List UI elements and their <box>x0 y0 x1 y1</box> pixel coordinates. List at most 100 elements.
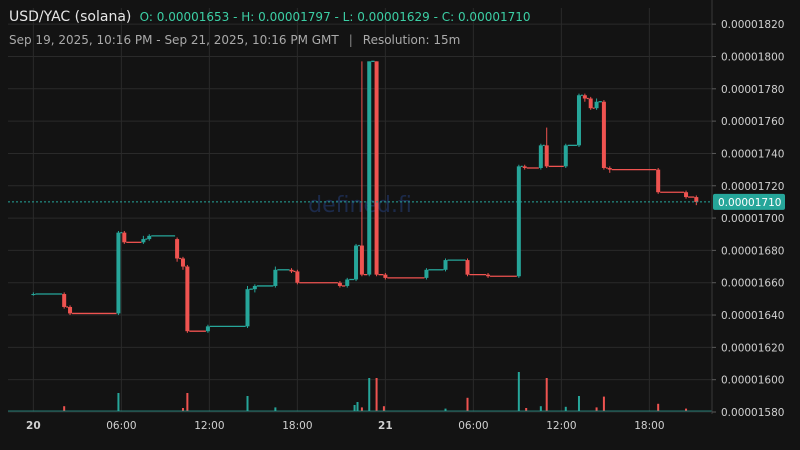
y-tick-label: 0.00001720 <box>721 181 784 193</box>
price-axis[interactable]: 0.00001580 0.00001600 0.00001620 0.00001640… <box>712 19 784 419</box>
x-tick-label: 21 <box>378 420 393 432</box>
volume-bar <box>186 393 189 411</box>
candle-body <box>443 260 448 270</box>
candle-body <box>359 245 364 275</box>
y-tick-label: 0.00001740 <box>721 148 784 160</box>
candle-body <box>147 235 152 240</box>
volume-bar <box>63 406 66 411</box>
candle-body <box>295 271 300 283</box>
high-value: 0.00001797 <box>258 10 331 24</box>
volume-bar <box>444 408 447 411</box>
ohlc-readout: O: 0.00001653 - H: 0.00001797 - L: 0.000… <box>139 10 531 24</box>
watermark: defined.fi <box>308 193 412 218</box>
candle-body <box>252 285 257 290</box>
candle-body <box>576 95 581 146</box>
candle-body <box>175 239 180 259</box>
candle-body <box>185 266 190 332</box>
low-label: L: <box>342 10 354 24</box>
close-label: C: <box>441 10 455 24</box>
volume-bars <box>8 372 712 412</box>
y-tick-label: 0.00001760 <box>721 116 784 128</box>
candle-body <box>684 192 689 198</box>
candle-body <box>273 269 278 286</box>
y-tick-label: 0.00001640 <box>721 310 784 322</box>
candle-body <box>180 258 185 267</box>
y-tick-label: 0.00001660 <box>721 278 784 290</box>
candle-body <box>607 167 612 170</box>
candlestick-series[interactable] <box>31 60 699 333</box>
x-tick-label: 12:00 <box>546 420 576 432</box>
volume-bar <box>595 407 598 411</box>
volume-bar <box>181 408 184 411</box>
candle-body <box>694 197 699 202</box>
candle-body <box>374 61 379 275</box>
candle-body <box>68 306 73 314</box>
x-tick-label: 12:00 <box>194 420 224 432</box>
candle-body <box>345 279 350 286</box>
candle-body <box>245 289 250 327</box>
y-tick-label: 0.00001580 <box>721 407 784 419</box>
candle-body <box>383 274 388 278</box>
close-value: 0.00001710 <box>457 10 531 24</box>
candle-body <box>601 101 606 168</box>
last-price-tag-box <box>713 193 785 210</box>
y-tick-label: 0.00001820 <box>721 19 784 31</box>
volume-bar <box>685 408 688 411</box>
y-tick-label: 0.00001800 <box>721 51 784 63</box>
candle-body <box>594 101 599 109</box>
y-tick-label: 0.00001700 <box>721 213 784 225</box>
last-price-tag-label: 0.00001710 <box>718 197 781 209</box>
candle-body <box>31 294 36 296</box>
candle-body <box>582 95 587 99</box>
y-tick-label: 0.00001780 <box>721 84 784 96</box>
y-tick-label: 0.00001620 <box>721 342 784 354</box>
chart-subtitle: Sep 19, 2025, 10:16 PM - Sep 21, 2025, 1… <box>9 33 460 47</box>
volume-bar <box>375 378 378 411</box>
candle-body <box>538 145 543 168</box>
candle-body <box>116 232 121 314</box>
x-tick-label: 18:00 <box>634 420 664 432</box>
x-tick-label: 18:00 <box>282 420 312 432</box>
subtitle-separator: | <box>348 33 353 47</box>
volume-bar <box>657 403 660 411</box>
volume-bar <box>466 397 469 411</box>
resolution-label: Resolution: 15m <box>362 33 461 47</box>
open-label: O: <box>139 10 153 24</box>
y-tick-label: 0.00001680 <box>721 245 784 257</box>
candle-body <box>205 326 210 332</box>
volume-bar <box>602 396 605 411</box>
candle-body <box>465 260 470 275</box>
candle-body <box>141 239 146 243</box>
candle-body <box>516 166 521 277</box>
last-price-tag: 0.00001710 <box>713 193 785 210</box>
chart-legend: USD/YAC (solana) O: 0.00001653 - H: 0.00… <box>9 9 531 25</box>
candle-body <box>563 145 568 167</box>
volume-bar <box>577 396 580 411</box>
candle-body <box>544 145 549 167</box>
x-tick-label: 20 <box>26 420 41 432</box>
candle-body <box>522 166 527 168</box>
x-tick-label: 06:00 <box>458 420 488 432</box>
candle-body <box>122 232 127 243</box>
volume-bar <box>525 408 528 411</box>
date-range: Sep 19, 2025, 10:16 PM - Sep 21, 2025, 1… <box>9 33 339 47</box>
x-tick-label: 06:00 <box>106 420 136 432</box>
candle-body <box>656 169 661 193</box>
y-tick-label: 0.00001600 <box>721 375 784 387</box>
candle-body <box>354 245 359 280</box>
high-label: H: <box>241 10 255 24</box>
volume-bar <box>274 407 277 411</box>
volume-bar <box>117 393 120 411</box>
volume-bar <box>517 372 520 411</box>
volume-bar <box>382 406 385 411</box>
candle-body <box>289 269 294 272</box>
volume-bar <box>368 378 371 411</box>
low-value: 0.00001629 <box>357 10 430 24</box>
volume-bar <box>360 407 363 411</box>
candle-body <box>424 269 429 278</box>
candle-body <box>337 282 342 286</box>
time-axis[interactable]: 20 06:00 12:00 18:00 21 06:00 12:00 18:00 <box>26 420 664 432</box>
volume-bar <box>564 406 567 411</box>
candle-body <box>62 294 67 307</box>
